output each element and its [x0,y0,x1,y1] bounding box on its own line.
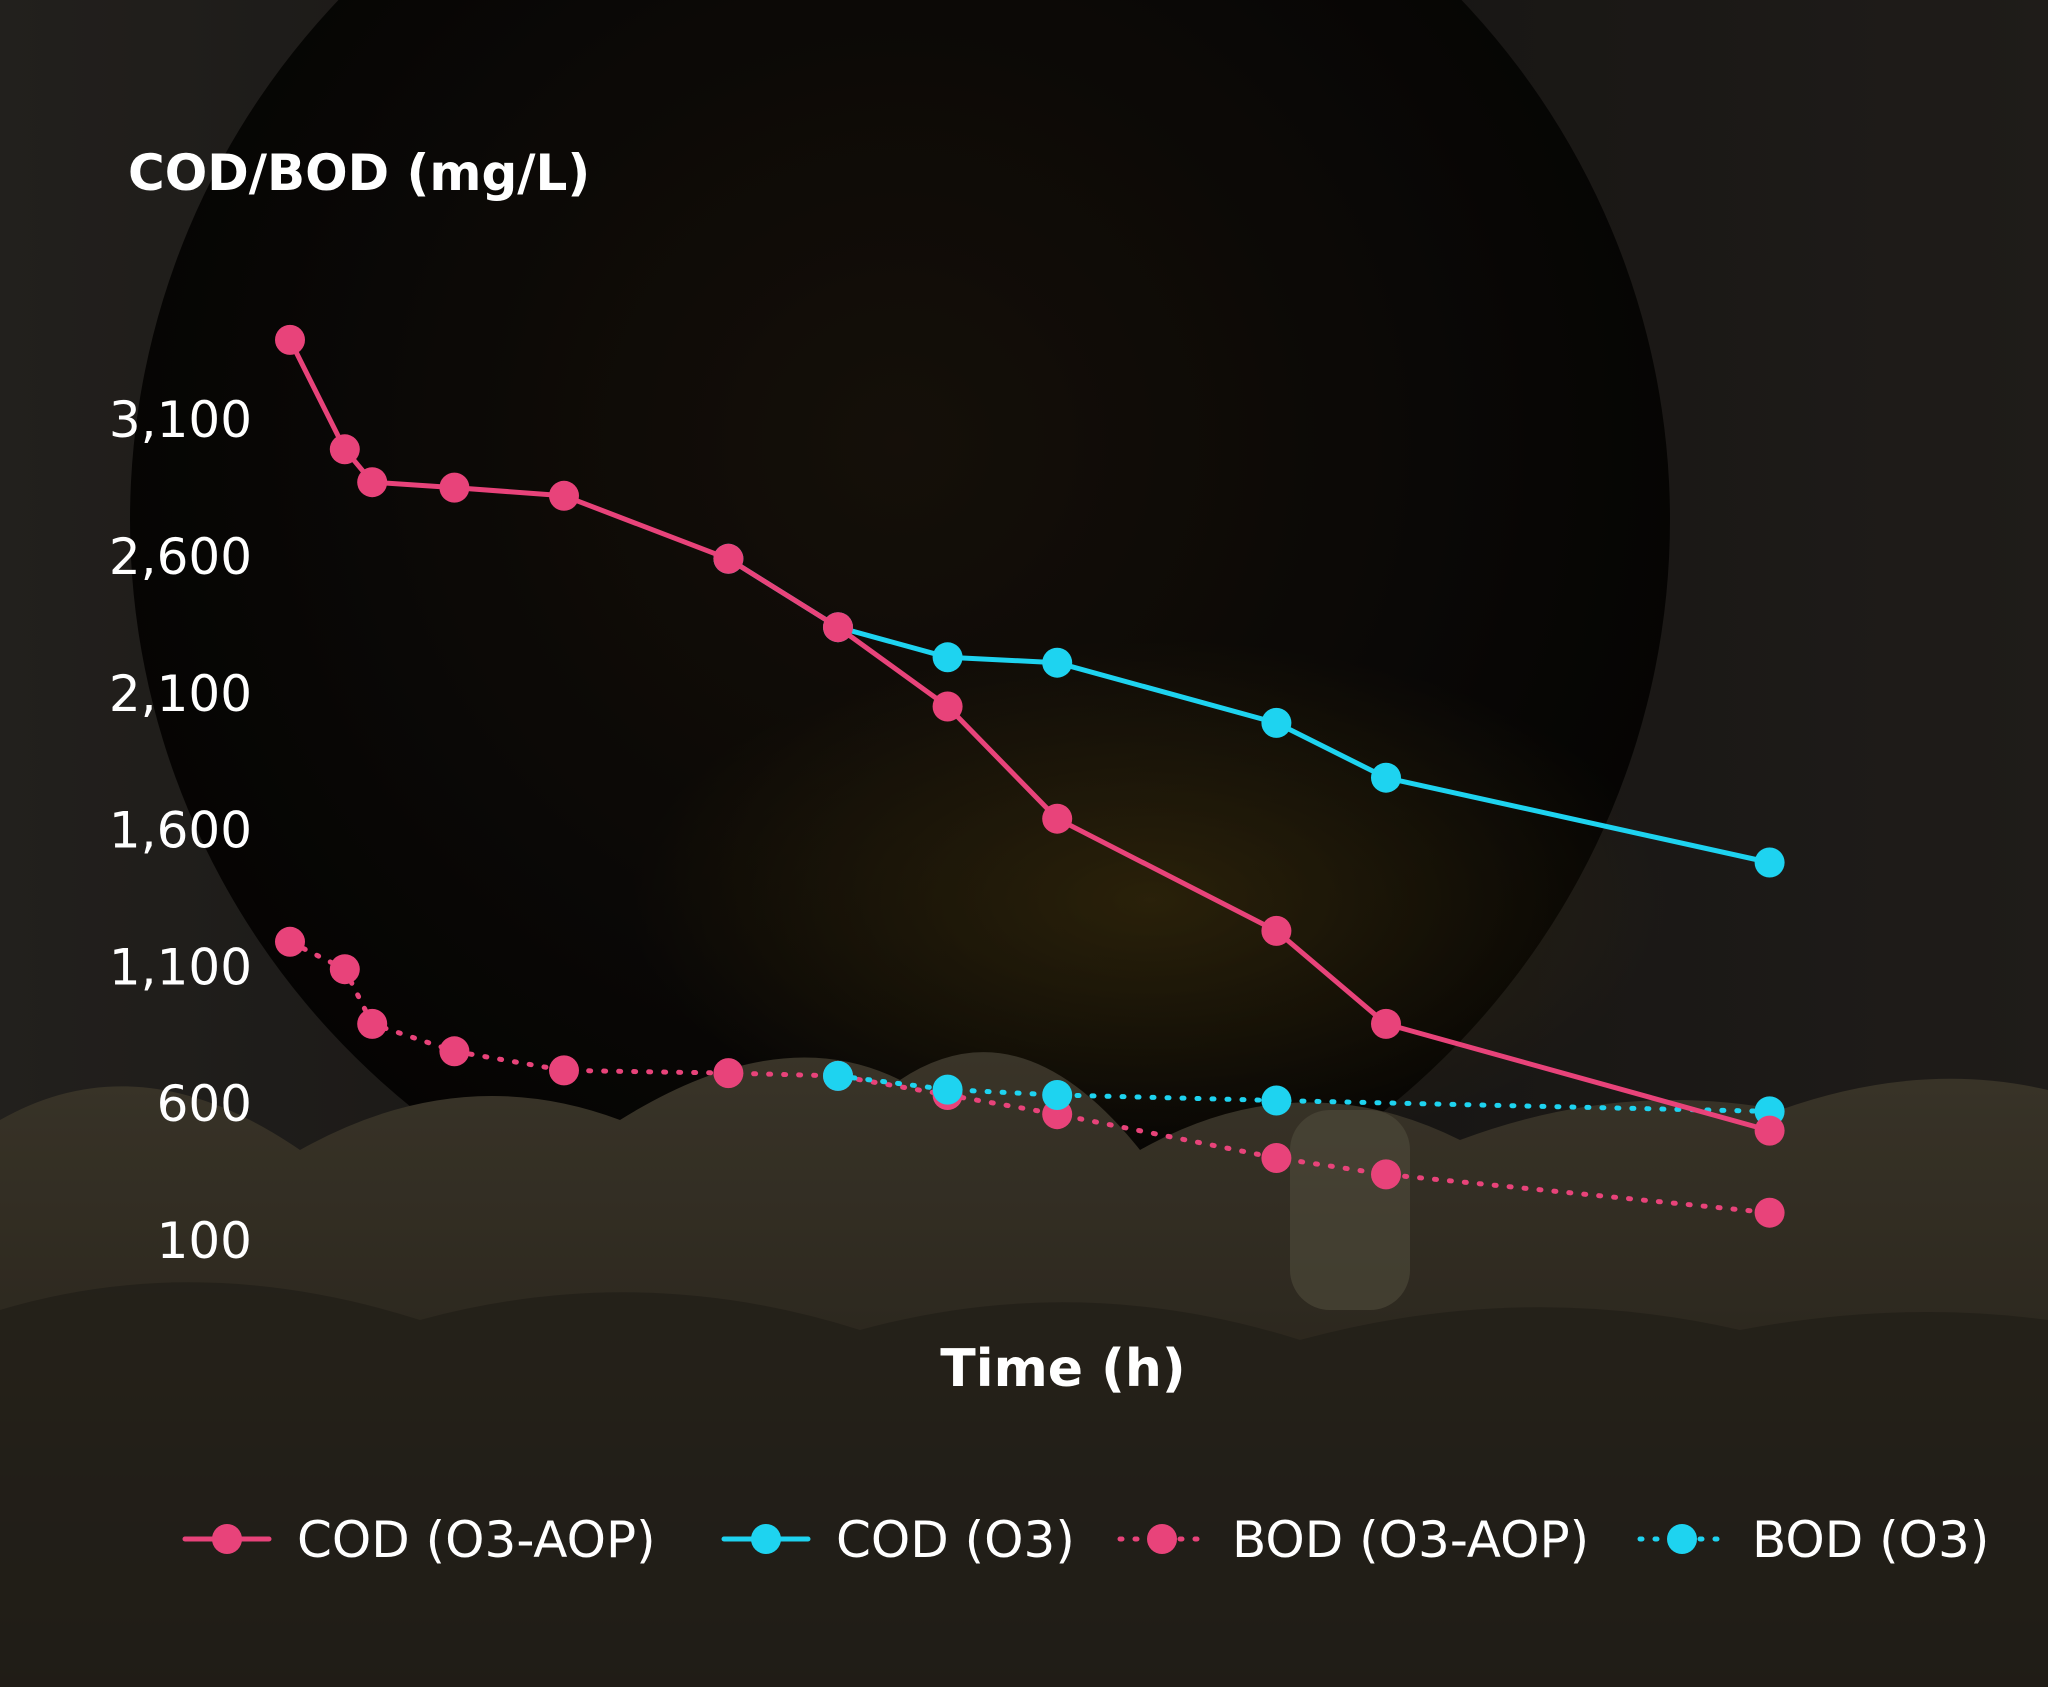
data-point [1754,1115,1785,1146]
legend-item-cod-o3: COD (O3) [721,1511,1075,1569]
y-axis-ticks: 3,100 2,600 2,100 1,600 1,100 600 100 [109,391,252,1270]
data-point [357,1008,388,1039]
y-tick-label: 1,100 [109,938,252,996]
data-point [439,472,470,503]
y-tick-label: 600 [157,1075,252,1133]
series-cod-o3-aop [275,324,1785,1146]
data-point [1042,1080,1073,1110]
legend-label: COD (O3) [836,1511,1075,1569]
data-point [1754,847,1785,878]
data-point [1371,762,1401,793]
legend-marker [212,1524,242,1554]
data-point [1261,1143,1292,1173]
y-tick-label: 2,600 [109,528,252,586]
legend-marker [751,1524,781,1554]
data-point [549,1055,579,1086]
legend-marker [1667,1524,1697,1554]
legend-label: BOD (O3) [1752,1511,1989,1569]
data-point [932,642,963,673]
series-line-bod-o3 [835,1073,1773,1114]
y-tick-label: 2,100 [109,665,252,723]
data-point [1261,915,1292,946]
data-point [823,1060,853,1091]
data-point [932,1074,963,1105]
data-point [357,467,388,498]
series-layer [275,324,1785,1228]
data-point [1754,1197,1785,1228]
data-point [1371,1008,1401,1039]
y-axis-title: COD/BOD (mg/L) [128,144,590,202]
data-point [275,324,305,355]
data-point [329,434,360,465]
data-point [329,954,360,985]
y-tick-label: 3,100 [109,391,252,449]
data-point [713,543,744,574]
legend-item-bod-o3: BOD (O3) [1637,1511,1989,1569]
x-axis-title: Time (h) [940,1339,1185,1399]
data-point [713,1058,744,1089]
data-point [823,612,853,643]
y-tick-label: 100 [157,1212,252,1270]
data-point [1371,1159,1401,1190]
legend: COD (O3-AOP) COD (O3) BOD (O3-AOP) BOD (O3) [182,1511,1989,1569]
legend-label: COD (O3-AOP) [297,1511,656,1569]
legend-marker [1147,1524,1177,1554]
series-line-bod-o3-aop [287,939,1773,1216]
legend-item-cod-o3-aop: COD (O3-AOP) [182,1511,656,1569]
data-point [932,691,963,722]
data-point [439,1036,470,1067]
data-point [1042,803,1073,834]
y-tick-label: 1,600 [109,802,252,860]
data-point [1261,1085,1292,1116]
legend-item-bod-o3-aop: BOD (O3-AOP) [1117,1511,1589,1569]
data-point [1261,707,1292,738]
data-point [275,926,305,957]
legend-label: BOD (O3-AOP) [1232,1511,1589,1569]
data-point [1042,647,1073,678]
data-point [549,480,579,511]
